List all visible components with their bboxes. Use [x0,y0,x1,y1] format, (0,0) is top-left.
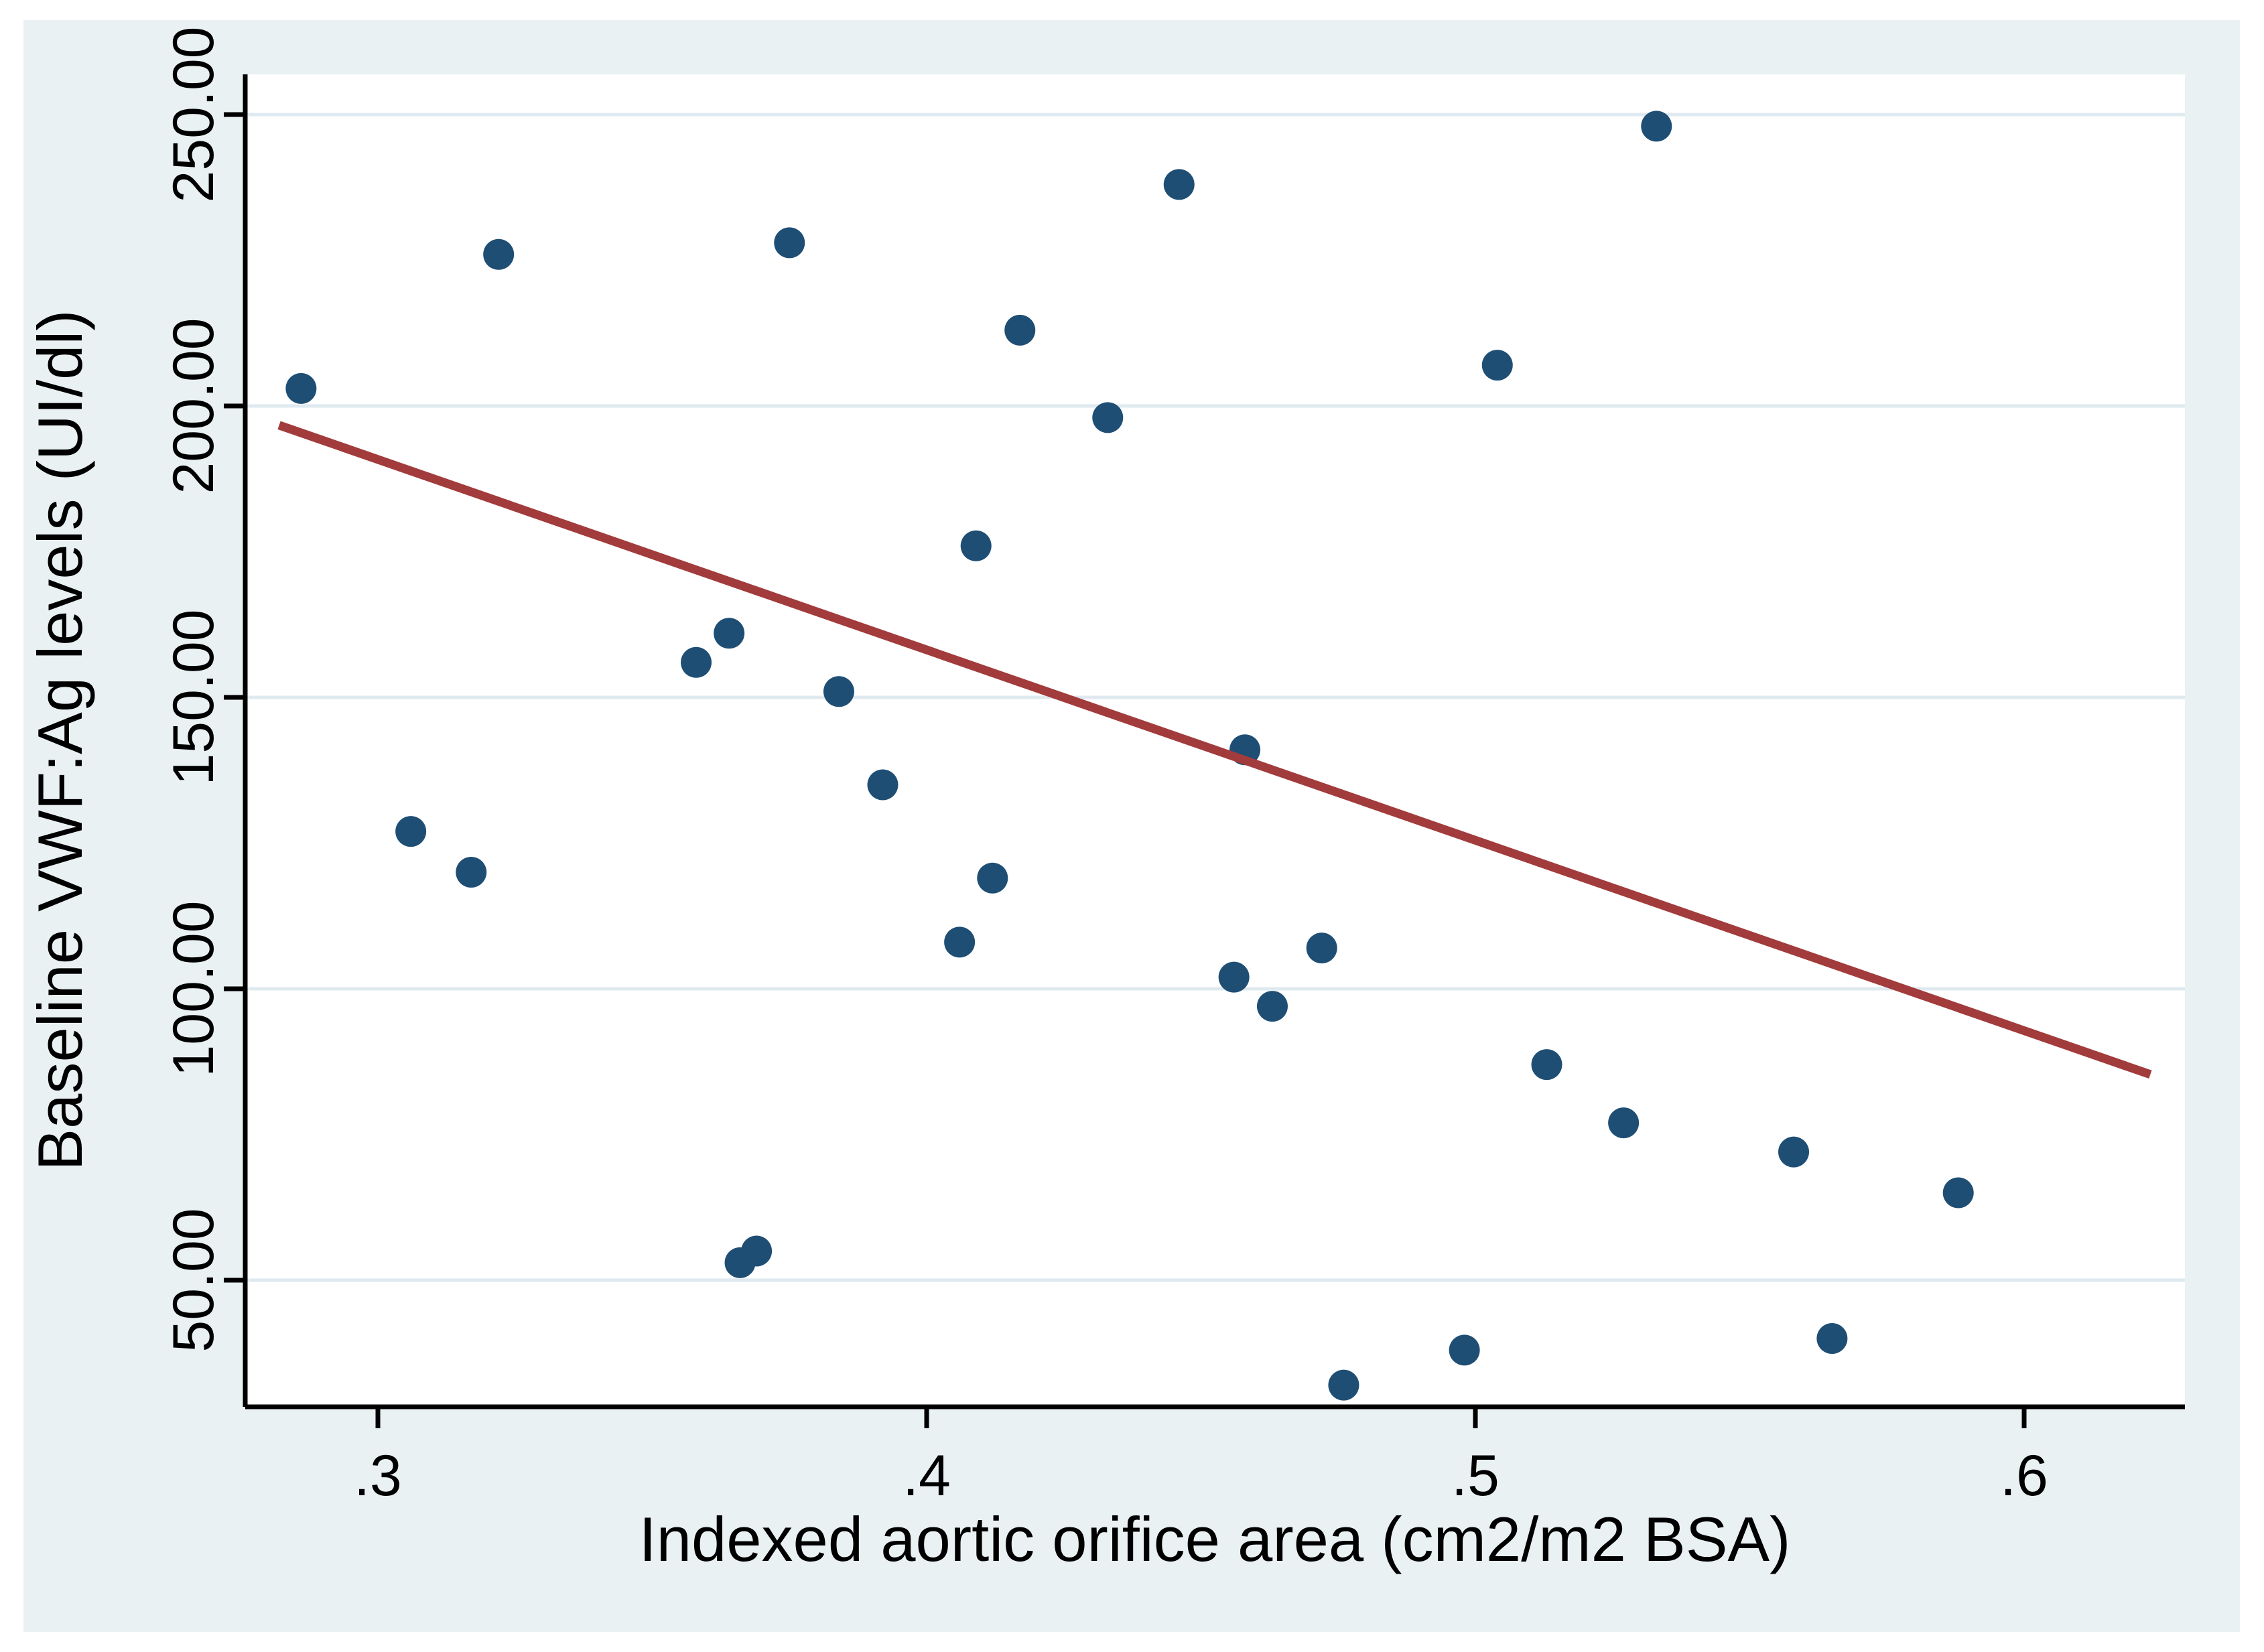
data-point [1306,933,1337,964]
data-point [1778,1136,1810,1168]
y-tick-label-50: 50.00 [161,1208,226,1352]
scatter-points [285,111,1974,1401]
data-point [1328,1369,1359,1401]
data-point [1092,402,1124,433]
data-point [1641,111,1672,142]
x-tick-label-0.5: .5 [1451,1444,1500,1508]
data-point [1816,1323,1848,1354]
data-point [714,618,745,649]
data-point [1163,169,1195,200]
y-axis-title: Baseline VWF:Ag levels (UI/dl) [25,309,95,1170]
x-tick-label-0.6: .6 [2000,1444,2048,1508]
data-point [1481,350,1513,381]
data-point [977,862,1008,894]
data-point [944,926,976,958]
regression-fit-line [277,421,2152,1079]
data-point [483,238,515,270]
data-point [1531,1049,1562,1081]
data-point [1942,1177,1974,1209]
data-point [741,1235,773,1267]
y-tick-label-150: 150.00 [161,609,226,785]
x-tick-label-0.3: .3 [354,1444,402,1508]
y-tick-label-250: 250.00 [161,26,226,202]
data-point [395,816,427,847]
data-point [823,676,854,707]
data-point [1004,314,1036,346]
y-tick-label-200: 200.00 [161,318,226,494]
data-point [1218,961,1250,993]
data-point [681,646,712,678]
data-point [1608,1107,1640,1139]
horizontal-gridlines [245,113,2185,1282]
data-point [867,769,898,801]
data-point [1449,1334,1480,1366]
data-point [456,857,487,888]
x-tick-label-0.4: .4 [903,1444,951,1508]
x-axis-title: Indexed aortic orifice area (cm2/m2 BSA) [639,1504,1791,1574]
data-point [1256,991,1288,1022]
y-tick-label-100: 100.00 [161,900,226,1077]
data-point [285,372,317,404]
y-axis-ticks: 250.00 200.00 150.00 100.00 50.00 [161,26,245,1353]
plot-area [245,74,2185,1407]
data-point [774,227,805,259]
data-point [960,530,992,561]
x-axis-ticks: .3 .4 .5 .6 [354,1407,2048,1508]
